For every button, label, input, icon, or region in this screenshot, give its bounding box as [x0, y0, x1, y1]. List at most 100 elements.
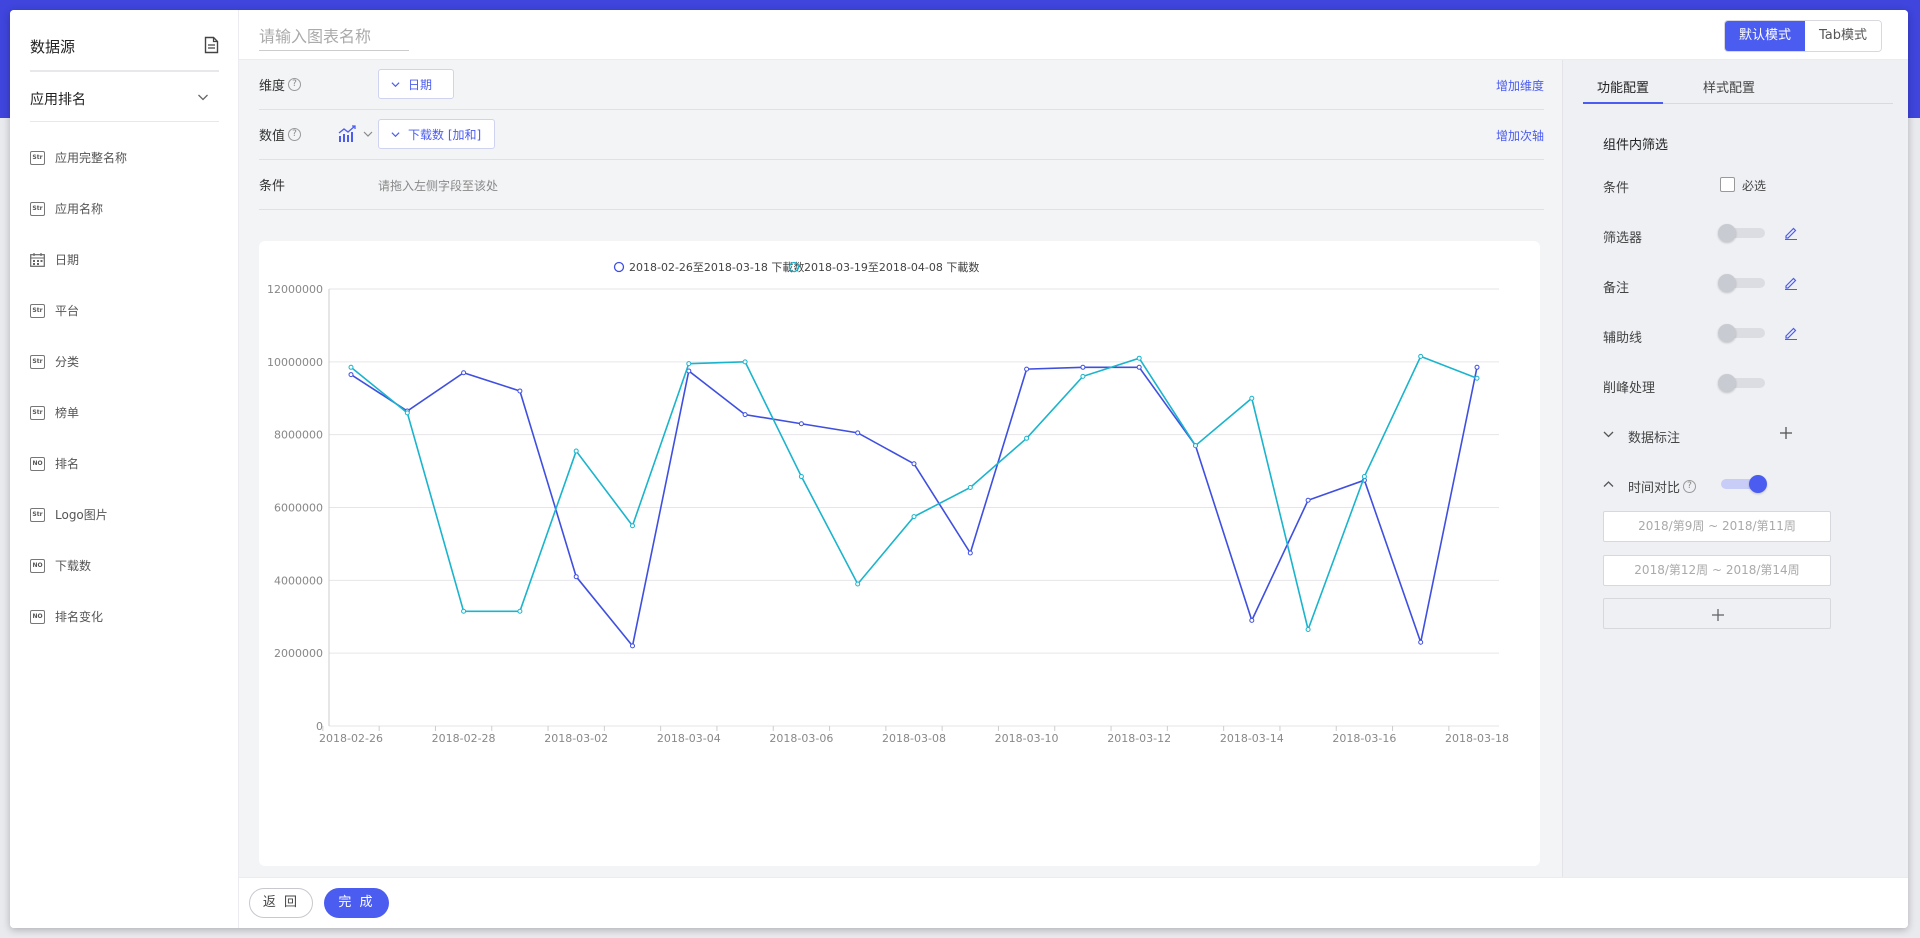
- add-range-button[interactable]: [1603, 598, 1831, 629]
- document-icon[interactable]: [204, 36, 219, 54]
- tab-style-config[interactable]: 样式配置: [1703, 81, 1756, 96]
- field-item[interactable]: Str 应用完整名称: [30, 132, 219, 183]
- sidebar-header: 数据源: [30, 28, 219, 72]
- y-tick-label: 12000000: [267, 283, 323, 296]
- chart-card: 0 2000000 4000000 6000000 8000000 10000000 120…: [259, 241, 1540, 866]
- dimension-pill[interactable]: 日期: [378, 69, 454, 99]
- tab-function-config[interactable]: 功能配置: [1583, 74, 1664, 104]
- x-tick-label: 2018-03-18: [1445, 732, 1509, 745]
- filter-toggle[interactable]: [1718, 224, 1765, 242]
- help-icon[interactable]: ?: [288, 78, 302, 91]
- help-icon[interactable]: ?: [288, 128, 302, 141]
- edit-icon[interactable]: [1784, 276, 1798, 290]
- data-point: [1080, 364, 1086, 370]
- data-point: [1418, 639, 1424, 645]
- field-item[interactable]: Str 分类: [30, 336, 219, 387]
- field-item[interactable]: Str 应用名称: [30, 183, 219, 234]
- default-mode-button[interactable]: 默认模式: [1724, 21, 1805, 51]
- peak-clip-toggle[interactable]: [1718, 374, 1765, 392]
- data-point: [686, 361, 692, 367]
- required-checkbox[interactable]: [1720, 177, 1735, 192]
- data-point: [630, 643, 635, 649]
- field-label: 排名变化: [55, 610, 104, 624]
- x-tick-label: 2018-03-16: [1332, 732, 1396, 745]
- field-item[interactable]: 日期: [30, 234, 219, 285]
- chart-name-input[interactable]: [259, 23, 409, 51]
- edit-icon[interactable]: [1784, 226, 1798, 240]
- help-icon[interactable]: ?: [1683, 480, 1697, 493]
- data-point: [1249, 395, 1255, 401]
- config-tabs: 功能配置 样式配置: [1583, 74, 1893, 104]
- data-point: [461, 608, 467, 614]
- field-item[interactable]: NO 排名变化: [30, 591, 219, 642]
- field-item[interactable]: Str 平台: [30, 285, 219, 336]
- data-point: [855, 430, 861, 436]
- field-label: 应用名称: [55, 202, 104, 216]
- plus-icon: [1712, 609, 1724, 621]
- add-dimension-link[interactable]: 增加维度: [1495, 79, 1544, 93]
- data-point: [1361, 474, 1367, 480]
- edit-icon[interactable]: [1784, 326, 1798, 340]
- value-pill[interactable]: 下载数 [加和]: [378, 119, 495, 149]
- data-point: [1024, 366, 1030, 372]
- sidebar-title: 数据源: [30, 38, 76, 56]
- data-point: [630, 523, 635, 529]
- note-toggle[interactable]: [1718, 274, 1765, 292]
- x-tick-label: 2018-03-04: [657, 732, 721, 745]
- x-tick-label: 2018-03-08: [882, 732, 946, 745]
- x-tick-label: 2018-03-02: [544, 732, 608, 745]
- line-chart-icon[interactable]: [338, 125, 358, 143]
- field-item[interactable]: Str 榜单: [30, 387, 219, 438]
- data-point: [1080, 373, 1086, 379]
- value-row: 数值 ? 下载数 [加和] 增加次轴: [259, 110, 1544, 160]
- mode-switch: 默认模式 Tab模式: [1723, 20, 1882, 52]
- data-point: [517, 388, 523, 394]
- field-label: Logo图片: [55, 508, 108, 522]
- string-field-icon: Str: [30, 150, 45, 165]
- y-tick-label: 10000000: [267, 356, 323, 369]
- data-point: [1193, 443, 1198, 449]
- toggle-knob: [1718, 224, 1736, 242]
- compare-range-2[interactable]: 2018/第12周 ~ 2018/第14周: [1603, 555, 1831, 586]
- done-button[interactable]: 完 成: [324, 888, 389, 918]
- legend-label: 2018-02-26至2018-03-18 下載数: [629, 261, 804, 274]
- data-point: [1136, 364, 1142, 370]
- plus-icon[interactable]: [1779, 426, 1793, 440]
- chevron-down-icon[interactable]: [363, 129, 373, 139]
- data-label-label: 数据标注: [1628, 431, 1681, 446]
- field-item[interactable]: NO 下载数: [30, 540, 219, 591]
- chevron-down-icon[interactable]: [1603, 429, 1614, 440]
- add-secondary-axis-link[interactable]: 增加次轴: [1495, 129, 1544, 143]
- datasource-select[interactable]: 应用排名: [30, 76, 219, 122]
- back-button[interactable]: 返 回: [249, 888, 313, 918]
- tab-mode-button[interactable]: Tab模式: [1804, 21, 1881, 51]
- y-tick-label: 2000000: [274, 647, 323, 660]
- number-field-icon: NO: [30, 609, 45, 624]
- data-point: [1249, 617, 1255, 623]
- x-tick-label: 2018-02-26: [319, 732, 383, 745]
- toggle-knob: [1718, 324, 1736, 342]
- number-field-icon: NO: [30, 558, 45, 573]
- data-point: [967, 484, 973, 490]
- y-tick-label: 6000000: [274, 502, 323, 515]
- data-point: [517, 608, 523, 614]
- chevron-up-icon[interactable]: [1603, 479, 1614, 490]
- x-tick-label: 2018-03-06: [769, 732, 833, 745]
- field-item[interactable]: NO 排名: [30, 438, 219, 489]
- condition-row[interactable]: 条件 请拖入左侧字段至该处: [259, 160, 1544, 210]
- time-compare-toggle[interactable]: [1721, 475, 1767, 493]
- data-point: [1305, 497, 1311, 503]
- field-label: 应用完整名称: [55, 151, 128, 165]
- time-compare-label: 时间对比: [1628, 481, 1681, 496]
- field-list: Str 应用完整名称 Str 应用名称 日期 Str 平台 Str 分类 Str 榜单 NO 排名 Str…: [30, 132, 219, 642]
- value-label: 数值: [259, 129, 286, 144]
- string-field-icon: Str: [30, 405, 45, 420]
- guideline-toggle[interactable]: [1718, 324, 1765, 342]
- filter-label: 筛选器: [1603, 231, 1643, 246]
- data-label-row[interactable]: 数据标注: [1603, 426, 1873, 446]
- compare-range-1[interactable]: 2018/第9周 ~ 2018/第11周: [1603, 511, 1831, 542]
- field-item[interactable]: Str Logo图片: [30, 489, 219, 540]
- top-bar: 默认模式 Tab模式: [239, 10, 1908, 60]
- x-tick-label: 2018-03-12: [1107, 732, 1171, 745]
- legend-marker: [788, 261, 800, 273]
